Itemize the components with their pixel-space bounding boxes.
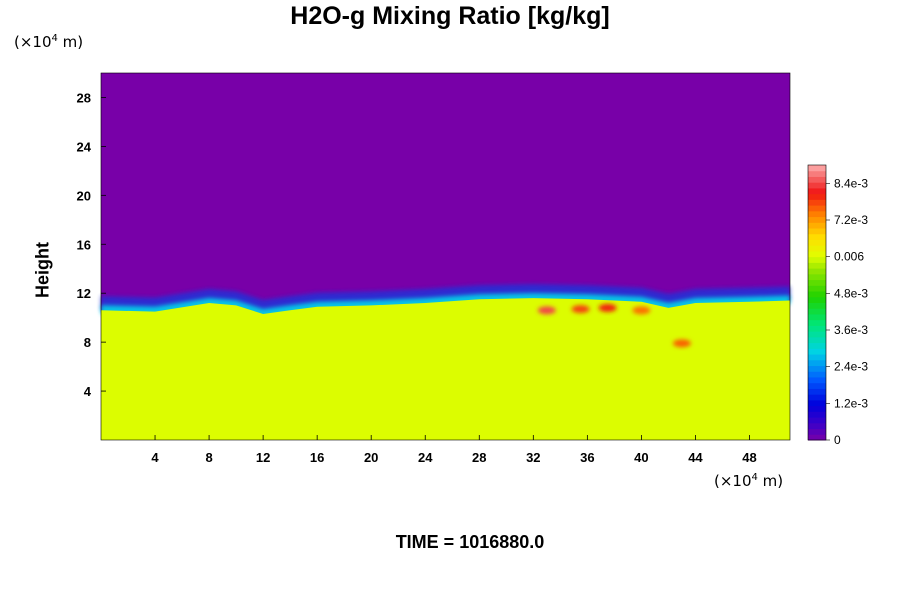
x-tick-label: 28: [472, 450, 486, 465]
x-tick-label: 48: [742, 450, 756, 465]
x-axis-unit: (×104 m): [714, 472, 784, 490]
colorbar-cell: [808, 291, 826, 298]
colorbar-cell: [808, 319, 826, 326]
colorbar-cell: [808, 205, 826, 212]
colorbar-cell: [808, 222, 826, 229]
colorbar-tick-label: 2.4e-3: [834, 360, 868, 374]
colorbar-cell: [808, 313, 826, 321]
x-tick-label: 12: [256, 450, 270, 465]
moisture-hotspot: [598, 303, 617, 312]
x-tick-label: 20: [364, 450, 378, 465]
moisture-hotspot: [672, 339, 691, 348]
colorbar-cell: [808, 193, 826, 200]
colorbar-cell: [808, 233, 826, 240]
colorbar-cell: [808, 336, 826, 344]
colorbar-cell: [808, 268, 826, 275]
moist-region: [101, 298, 790, 440]
moisture-hotspot: [537, 306, 556, 315]
colorbar-cell: [808, 199, 826, 206]
colorbar-cell: [808, 165, 826, 172]
colorbar-cell: [808, 187, 826, 195]
colorbar-cell: [808, 262, 826, 269]
y-tick-label: 20: [77, 188, 91, 203]
colorbar-cell: [808, 216, 826, 223]
x-tick-label: 4: [151, 450, 159, 465]
colorbar-cell: [808, 388, 826, 395]
colorbar-cell: [808, 376, 826, 384]
y-tick-label: 24: [77, 139, 92, 154]
colorbar-cell: [808, 279, 826, 286]
x-tick-label: 40: [634, 450, 648, 465]
colorbar-cell: [808, 296, 826, 303]
y-tick-label: 12: [77, 286, 91, 301]
colorbar-cell: [808, 308, 826, 315]
colorbar-cell: [808, 228, 826, 235]
x-tick-label: 16: [310, 450, 324, 465]
colorbar-cell: [808, 411, 826, 418]
colorbar-cell: [808, 170, 826, 177]
colorbar-cell: [808, 239, 826, 246]
x-tick-label: 32: [526, 450, 540, 465]
x-tick-label: 44: [688, 450, 703, 465]
colorbar-cell: [808, 417, 826, 424]
colorbar-tick-label: 1.2e-3: [834, 396, 868, 410]
time-label: TIME = 1016880.0: [395, 532, 545, 552]
colorbar-cell: [808, 273, 826, 281]
colorbar-cell: [808, 245, 826, 252]
colorbar-cell: [808, 422, 826, 430]
colorbar-cell: [808, 342, 826, 349]
colorbar-cell: [808, 285, 826, 292]
y-axis-unit: (×104 m): [14, 33, 84, 51]
moisture-hotspot: [632, 306, 651, 315]
plot-frame: [100, 72, 791, 441]
colorbar-cell: [808, 365, 826, 372]
colorbar-cell: [808, 325, 826, 332]
colorbar-cell: [808, 256, 826, 263]
colorbar-cell: [808, 394, 826, 401]
moisture-hotspot: [571, 305, 590, 314]
colorbar-cell: [808, 399, 826, 407]
colorbar-cell: [808, 434, 826, 441]
colorbar-tick-label: 3.6e-3: [834, 323, 868, 337]
colorbar-tick-label: 4.8e-3: [834, 286, 868, 300]
y-tick-label: 28: [77, 90, 91, 105]
colorbar-tick-label: 0.006: [834, 250, 864, 264]
colorbar-cell: [808, 428, 826, 435]
colorbar-cell: [808, 176, 826, 183]
colorbar-cell: [808, 331, 826, 338]
y-tick-label: 16: [77, 237, 91, 252]
colorbar-cell: [808, 302, 826, 309]
colorbar-cell: [808, 182, 826, 189]
colorbar-cell: [808, 250, 826, 258]
colorbar-tick-label: 8.4e-3: [834, 176, 868, 190]
colorbar-tick-label: 7.2e-3: [834, 213, 868, 227]
colorbar-cell: [808, 382, 826, 389]
colorbar-cell: [808, 405, 826, 412]
chart-title: H2O-g Mixing Ratio [kg/kg]: [290, 2, 610, 30]
colorbar-cell: [808, 354, 826, 361]
colorbar-frame: [807, 164, 827, 441]
colorbar-tick-label: 0: [834, 433, 841, 447]
x-tick-label: 8: [205, 450, 212, 465]
y-tick-label: 4: [84, 384, 92, 399]
colorbar-cell: [808, 348, 826, 355]
colorbar-cell: [808, 371, 826, 378]
x-tick-label: 36: [580, 450, 594, 465]
colorbar-cell: [808, 359, 826, 367]
y-tick-label: 8: [84, 335, 91, 350]
x-tick-label: 24: [418, 450, 433, 465]
colorbar-cell: [808, 210, 826, 218]
